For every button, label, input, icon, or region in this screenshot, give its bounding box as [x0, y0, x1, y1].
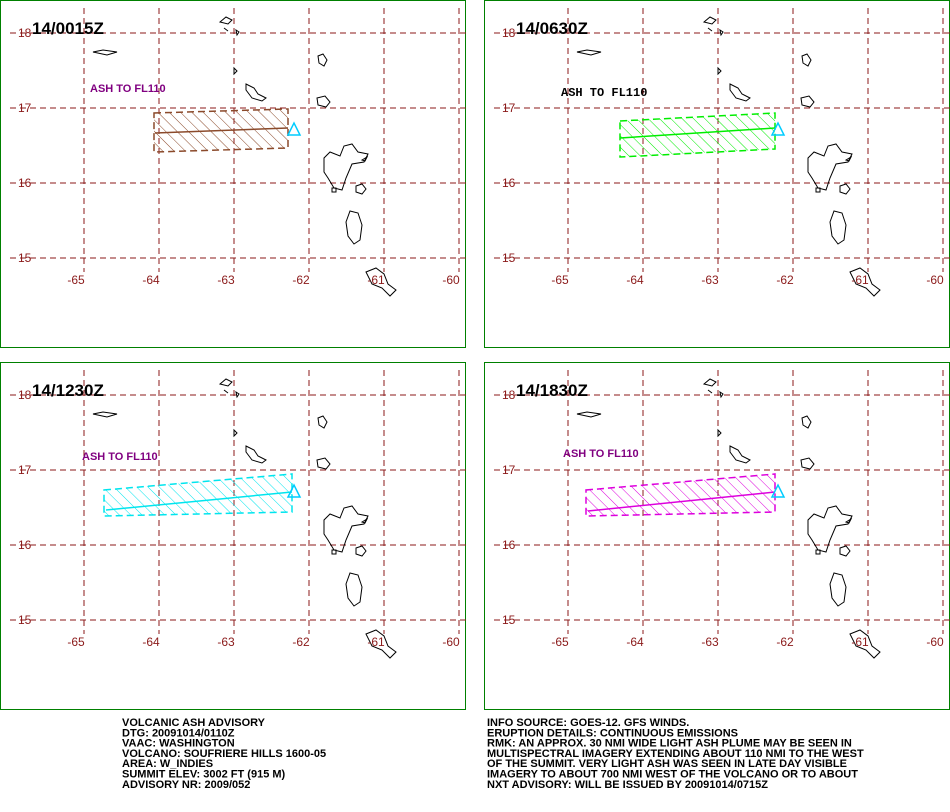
lon-label: -64	[626, 635, 644, 649]
lat-label: 16	[18, 538, 32, 552]
lon-label: -64	[142, 273, 160, 287]
lon-label: -65	[551, 273, 569, 287]
ash-axis	[154, 127, 289, 134]
lon-label: -61	[851, 635, 869, 649]
lon-label: -60	[442, 273, 460, 287]
advisory-line: NXT ADVISORY: WILL BE ISSUED BY 20091014…	[487, 779, 768, 791]
volcano	[286, 121, 302, 136]
ash-axis	[587, 491, 776, 512]
advisory-line: SUMMIT ELEV: 3002 FT (915 M)	[122, 769, 286, 781]
panel-border	[484, 362, 950, 710]
lat-label: 16	[18, 176, 32, 190]
map-panel: 18 17 16 15 -65 -64 -63 -62 -61 -60 14/1230Z ASH TO…	[0, 362, 466, 710]
panel-border	[0, 362, 466, 710]
lat-label: 16	[502, 176, 516, 190]
lon-label: -62	[292, 273, 310, 287]
panel-border	[0, 0, 466, 348]
ash-label: ASH TO FL110	[90, 83, 166, 95]
ash-label: ASH TO FL110	[82, 451, 158, 463]
lon-label: -65	[551, 635, 569, 649]
lon-label: -61	[367, 635, 385, 649]
ash-label: ASH TO FL110	[561, 86, 647, 100]
lat-label: 18	[18, 388, 32, 402]
lon-label: -63	[217, 273, 235, 287]
lon-label: -65	[67, 635, 85, 649]
advisory-line: IMAGERY TO ABOUT 700 NMI WEST OF THE VOL…	[487, 769, 858, 781]
lat-label: 17	[18, 101, 32, 115]
map-panel: 18 17 16 15 -65 -64 -63 -62 -61 -60 14/0630Z ASH TO…	[484, 0, 950, 348]
lat-label: 15	[502, 613, 516, 627]
lon-label: -63	[701, 273, 719, 287]
map-panel: 18 17 16 15 -65 -64 -63 -62 -61 -60 14/1830Z ASH TO…	[484, 362, 950, 710]
volcano	[770, 483, 786, 498]
valid-time: 14/1230Z	[32, 381, 104, 400]
advisory-line: OF THE SUMMIT. VERY LIGHT ASH WAS SEEN I…	[487, 758, 847, 770]
lat-label: 15	[502, 251, 516, 265]
advisory-line: RMK: AN APPROX. 30 NMI WIDE LIGHT ASH PL…	[487, 738, 852, 750]
lon-label: -62	[776, 635, 794, 649]
valid-time: 14/0015Z	[32, 19, 104, 38]
lon-label: -65	[67, 273, 85, 287]
lat-label: 17	[18, 463, 32, 477]
advisory-line: INFO SOURCE: GOES-12. GFS WINDS.	[487, 717, 689, 729]
lat-label: 15	[18, 613, 32, 627]
ash-area	[585, 473, 776, 517]
panel-border	[484, 0, 950, 348]
lat-label: 15	[18, 251, 32, 265]
lon-label: -62	[292, 635, 310, 649]
map-panel: 18 17 16 15 -65 -64 -63 -62 -61 -60 14/0015Z ASH TO…	[0, 0, 466, 348]
lon-label: -61	[851, 273, 869, 287]
lat-label: 17	[502, 101, 516, 115]
lon-label: -63	[701, 635, 719, 649]
lon-label: -60	[442, 635, 460, 649]
lon-label: -60	[926, 273, 944, 287]
ash-area	[619, 112, 776, 158]
advisory-line: VAAC: WASHINGTON	[122, 738, 235, 750]
lon-label: -60	[926, 635, 944, 649]
volcano	[286, 483, 302, 498]
valid-time: 14/1830Z	[516, 381, 588, 400]
valid-time: 14/0630Z	[516, 19, 588, 38]
lon-label: -64	[626, 273, 644, 287]
ash-label: ASH TO FL110	[563, 448, 639, 460]
advisory-line: DTG: 20091014/0110Z	[122, 727, 235, 739]
lon-label: -62	[776, 273, 794, 287]
lon-label: -63	[217, 635, 235, 649]
lat-label: 17	[502, 463, 516, 477]
advisory-line: VOLCANO: SOUFRIERE HILLS 1600-05	[122, 748, 326, 760]
advisory-line: AREA: W_INDIES	[122, 758, 213, 770]
lon-label: -64	[142, 635, 160, 649]
ash-axis	[619, 127, 776, 139]
advisory-line: ERUPTION DETAILS: CONTINUOUS EMISSIONS	[487, 727, 738, 739]
advisory-line: ADVISORY NR: 2009/052	[122, 779, 250, 791]
advisory-line: MULTISPECTRAL IMAGERY EXTENDING ABOUT 11…	[487, 748, 864, 760]
lat-label: 18	[502, 388, 516, 402]
advisory-line: VOLCANIC ASH ADVISORY	[122, 717, 266, 729]
ash-axis	[105, 491, 293, 511]
lat-label: 18	[18, 26, 32, 40]
volcano	[770, 121, 786, 136]
lat-label: 18	[502, 26, 516, 40]
lat-label: 16	[502, 538, 516, 552]
lon-label: -61	[367, 273, 385, 287]
